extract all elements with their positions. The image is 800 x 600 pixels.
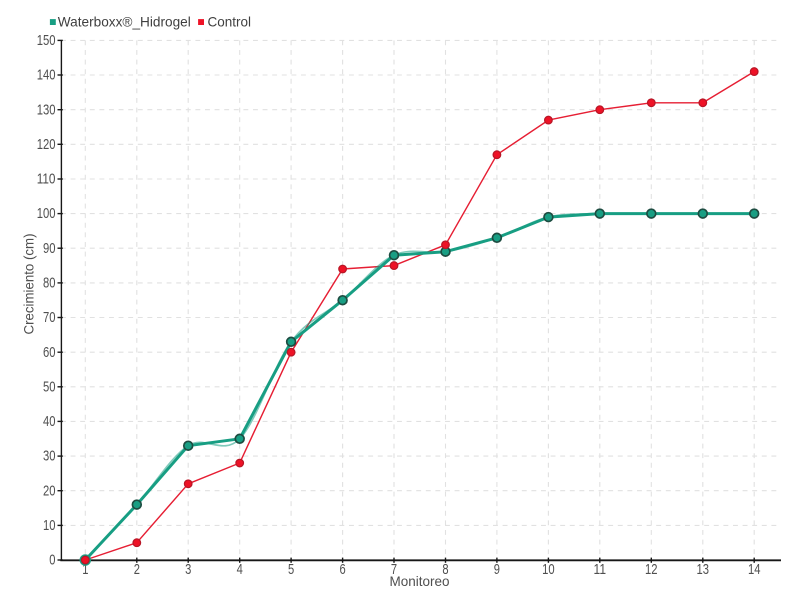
svg-text:10: 10 [43,517,56,534]
svg-text:2: 2 [134,561,140,578]
svg-text:10: 10 [542,561,555,578]
svg-text:40: 40 [43,413,56,430]
svg-text:Monitoreo: Monitoreo [390,573,450,589]
svg-text:7: 7 [391,561,397,578]
svg-text:30: 30 [43,448,56,465]
svg-text:120: 120 [37,136,56,153]
svg-text:12: 12 [645,561,658,578]
svg-text:20: 20 [43,482,56,499]
svg-text:11: 11 [594,561,607,578]
svg-text:130: 130 [37,101,56,118]
svg-text:90: 90 [43,240,56,257]
svg-text:110: 110 [37,171,56,188]
svg-text:70: 70 [43,309,56,326]
svg-text:100: 100 [37,205,56,222]
svg-text:1: 1 [82,561,88,578]
svg-text:6: 6 [340,561,346,578]
svg-text:150: 150 [37,32,56,49]
svg-text:Control: Control [208,13,252,29]
svg-text:5: 5 [288,561,294,578]
svg-text:Waterboxx®_Hidrogel: Waterboxx®_Hidrogel [58,13,191,29]
svg-text:Crecimiento (cm): Crecimiento (cm) [22,234,37,335]
svg-text:140: 140 [37,67,56,84]
svg-text:80: 80 [43,275,56,292]
svg-text:60: 60 [43,344,56,361]
svg-text:50: 50 [43,378,56,395]
svg-text:8: 8 [442,561,448,578]
svg-text:4: 4 [237,561,243,578]
svg-text:14: 14 [748,561,761,578]
svg-text:3: 3 [185,561,191,578]
svg-text:13: 13 [697,561,710,578]
svg-text:0: 0 [49,552,55,569]
svg-text:9: 9 [494,561,500,578]
